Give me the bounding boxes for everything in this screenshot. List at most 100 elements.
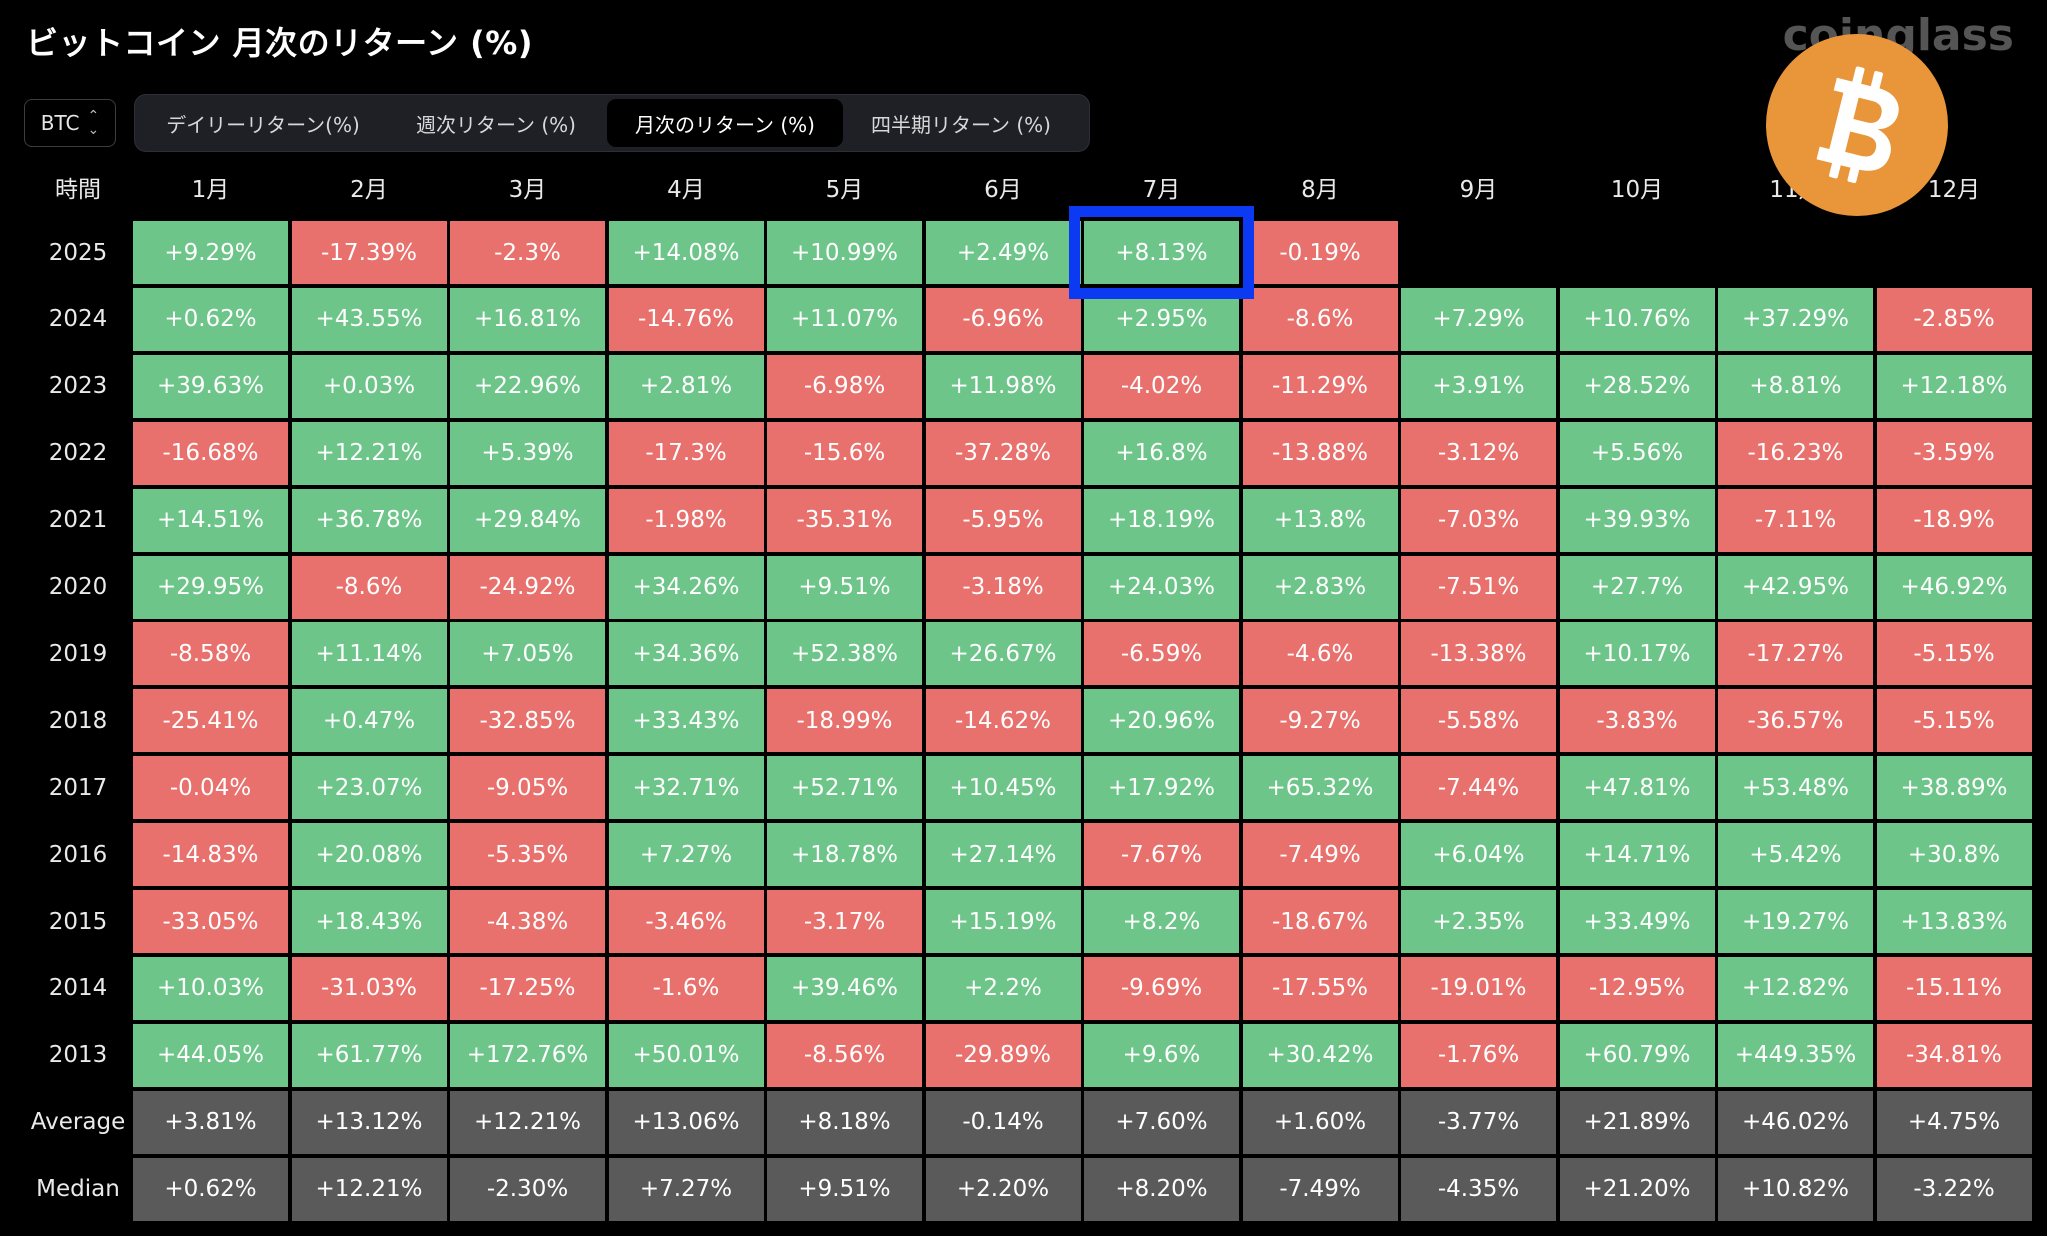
heatmap-cell: -7.51% bbox=[1401, 555, 1556, 619]
heatmap-cell: -9.05% bbox=[450, 756, 605, 820]
heatmap-cell: -17.3% bbox=[608, 421, 764, 485]
heatmap-cell: +9.29% bbox=[133, 221, 288, 284]
heatmap-cell: -13.38% bbox=[1401, 622, 1556, 686]
column-header-month: 12月 bbox=[1927, 177, 1981, 203]
heatmap-cell: -5.95% bbox=[925, 488, 1081, 552]
stat-cell: -2.30% bbox=[450, 1157, 605, 1221]
heatmap-cell: -6.98% bbox=[767, 354, 922, 418]
heatmap-cell: +34.26% bbox=[608, 555, 764, 619]
column-header-month: 2月 bbox=[350, 177, 388, 203]
heatmap-cell: +10.03% bbox=[133, 956, 288, 1020]
heatmap-cell: -7.67% bbox=[1084, 823, 1239, 887]
stat-cell: +3.81% bbox=[133, 1090, 288, 1154]
heatmap-cell: +3.91% bbox=[1401, 354, 1556, 418]
heatmap-cell: +43.55% bbox=[291, 287, 447, 351]
stat-cell: +7.60% bbox=[1084, 1090, 1239, 1154]
heatmap-cell: -7.11% bbox=[1718, 488, 1873, 552]
stat-cell: +0.62% bbox=[133, 1157, 288, 1221]
heatmap-cell: +34.36% bbox=[608, 622, 764, 686]
heatmap-cell: -3.46% bbox=[608, 890, 764, 953]
heatmap-cell: -14.83% bbox=[133, 823, 288, 887]
heatmap-cell: -14.76% bbox=[608, 287, 764, 351]
tab-weekly-return[interactable]: 週次リターン (%) bbox=[416, 112, 576, 137]
heatmap-cell: -0.19% bbox=[1242, 221, 1398, 284]
heatmap-cell: +19.27% bbox=[1718, 890, 1873, 953]
heatmap-cell: +5.39% bbox=[450, 421, 605, 485]
heatmap-cell: -24.92% bbox=[450, 555, 605, 619]
heatmap-cell: -16.23% bbox=[1718, 421, 1873, 485]
heatmap-cell: +18.78% bbox=[767, 823, 922, 887]
heatmap-cell: -13.88% bbox=[1242, 421, 1398, 485]
heatmap-cell: +24.03% bbox=[1084, 555, 1239, 619]
stat-cell: +1.60% bbox=[1242, 1090, 1398, 1154]
heatmap-cell: +33.49% bbox=[1559, 890, 1715, 953]
heatmap-cell: +13.8% bbox=[1242, 488, 1398, 552]
row-label: 2015 bbox=[48, 908, 108, 935]
heatmap-cell: +7.29% bbox=[1401, 287, 1556, 351]
heatmap-cell: +39.63% bbox=[133, 354, 288, 418]
heatmap-cell: +2.81% bbox=[608, 354, 764, 418]
heatmap-cell: +33.43% bbox=[608, 689, 764, 753]
heatmap-cell: +50.01% bbox=[608, 1023, 764, 1087]
asset-select[interactable]: BTC ⌃ ⌄ bbox=[24, 99, 116, 147]
heatmap-cell: +10.76% bbox=[1559, 287, 1715, 351]
stat-cell: -3.77% bbox=[1401, 1090, 1556, 1154]
heatmap-cell: +18.43% bbox=[291, 890, 447, 953]
heatmap-cell: -17.27% bbox=[1718, 622, 1873, 686]
heatmap-cell: -17.39% bbox=[291, 221, 447, 284]
stat-cell: +8.20% bbox=[1084, 1157, 1239, 1221]
heatmap-cell: +52.71% bbox=[767, 756, 922, 820]
heatmap-cell: +27.7% bbox=[1559, 555, 1715, 619]
heatmap-cell: +2.95% bbox=[1084, 287, 1239, 351]
row-label: Median bbox=[36, 1176, 120, 1203]
asset-select-value: BTC bbox=[40, 111, 80, 135]
heatmap-cell: +16.81% bbox=[450, 287, 605, 351]
heatmap-cell: -6.59% bbox=[1084, 622, 1239, 686]
row-label: 2022 bbox=[48, 440, 108, 467]
heatmap-cell: -4.38% bbox=[450, 890, 605, 953]
tab-monthly-return[interactable]: 月次のリターン (%) bbox=[607, 99, 843, 147]
heatmap-cell: +14.08% bbox=[608, 221, 764, 284]
row-label: 2014 bbox=[48, 975, 108, 1002]
heatmap-cell: +11.07% bbox=[767, 287, 922, 351]
row-label: Average bbox=[30, 1109, 126, 1136]
stat-cell: -0.14% bbox=[925, 1090, 1081, 1154]
stat-cell: +2.20% bbox=[925, 1157, 1081, 1221]
heatmap-cell: +6.04% bbox=[1401, 823, 1556, 887]
heatmap-cell: -25.41% bbox=[133, 689, 288, 753]
heatmap-cell: -8.6% bbox=[1242, 287, 1398, 351]
heatmap-cell: -33.05% bbox=[133, 890, 288, 953]
heatmap-cell: +46.92% bbox=[1876, 555, 2032, 619]
heatmap-cell: -8.56% bbox=[767, 1023, 922, 1087]
heatmap-cell: -2.3% bbox=[450, 221, 605, 284]
heatmap-cell: -31.03% bbox=[291, 956, 447, 1020]
tab-quarterly-return[interactable]: 四半期リターン (%) bbox=[871, 112, 1051, 137]
tab-daily-return[interactable]: デイリーリターン(%) bbox=[166, 112, 360, 137]
heatmap-cell: -9.69% bbox=[1084, 956, 1239, 1020]
heatmap-cell: +53.48% bbox=[1718, 756, 1873, 820]
heatmap-cell: -34.81% bbox=[1876, 1023, 2032, 1087]
heatmap-cell: +36.78% bbox=[291, 488, 447, 552]
heatmap-cell: -2.85% bbox=[1876, 287, 2032, 351]
heatmap-cell: -18.9% bbox=[1876, 488, 2032, 552]
stat-cell: +13.12% bbox=[291, 1090, 447, 1154]
column-header-month: 6月 bbox=[984, 177, 1022, 203]
heatmap-cell: -8.58% bbox=[133, 622, 288, 686]
heatmap-cell: +29.84% bbox=[450, 488, 605, 552]
heatmap-cell: -18.99% bbox=[767, 689, 922, 753]
heatmap-cell: -3.18% bbox=[925, 555, 1081, 619]
heatmap-cell: +30.8% bbox=[1876, 823, 2032, 887]
heatmap-cell: +5.56% bbox=[1559, 421, 1715, 485]
heatmap-cell: +29.95% bbox=[133, 555, 288, 619]
heatmap-cell: +13.83% bbox=[1876, 890, 2032, 953]
heatmap-cell: +2.35% bbox=[1401, 890, 1556, 953]
heatmap-cell: +47.81% bbox=[1559, 756, 1715, 820]
row-label: 2019 bbox=[48, 640, 108, 667]
heatmap-cell: -7.49% bbox=[1242, 823, 1398, 887]
heatmap-cell: +0.62% bbox=[133, 287, 288, 351]
heatmap-cell: +11.98% bbox=[925, 354, 1081, 418]
heatmap-cell: -1.76% bbox=[1401, 1023, 1556, 1087]
column-header-month: 9月 bbox=[1459, 177, 1498, 203]
heatmap-cell: +15.19% bbox=[925, 890, 1081, 953]
row-label: 2017 bbox=[48, 774, 108, 801]
